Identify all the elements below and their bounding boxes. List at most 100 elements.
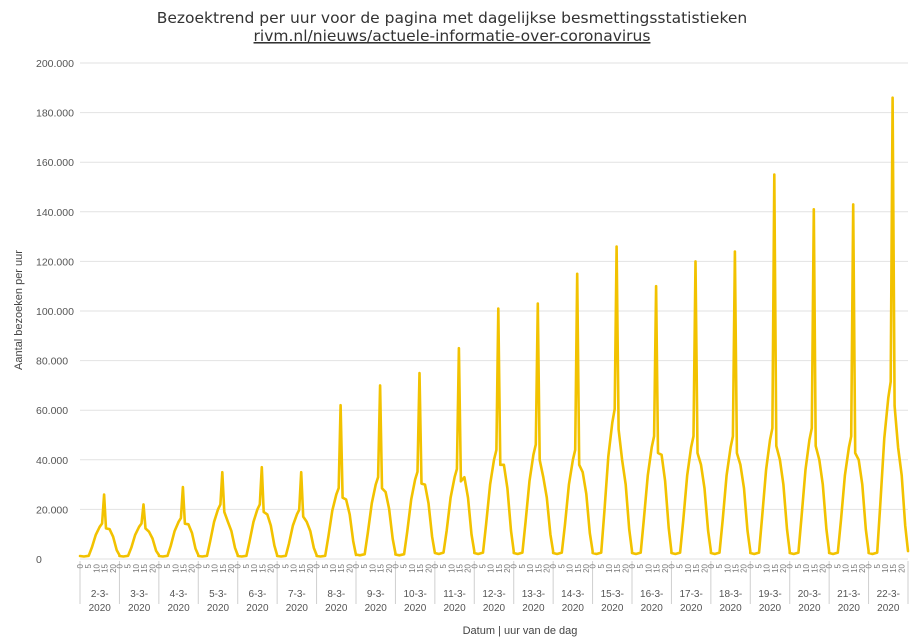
y-tick-label: 40.000 <box>36 455 68 467</box>
x-tick-label-date: 17-3- <box>679 589 702 600</box>
hour-tick-label: 10 <box>842 563 851 572</box>
hour-tick-label: 5 <box>636 563 645 568</box>
x-tick-label-year: 2020 <box>641 603 664 614</box>
hour-tick-label: 10 <box>211 563 220 572</box>
hour-tick-label: 5 <box>755 563 764 568</box>
hour-tick-label: 10 <box>408 563 417 572</box>
hour-tick-label: 15 <box>810 563 819 572</box>
y-tick-label: 0 <box>36 554 42 566</box>
chart-subtitle: rivm.nl/nieuws/actuele-informatie-over-c… <box>254 27 651 45</box>
hour-tick-label: 0 <box>865 563 874 568</box>
x-tick-label-year: 2020 <box>404 603 427 614</box>
hour-tick-label: 15 <box>416 563 425 572</box>
hour-tick-label: 5 <box>124 563 133 568</box>
x-tick-label-date: 12-3- <box>482 589 505 600</box>
x-tick-label-year: 2020 <box>89 603 112 614</box>
chart-title: Bezoektrend per uur voor de pagina met d… <box>157 9 748 27</box>
hour-tick-label: 0 <box>667 563 676 568</box>
hour-tick-label: 0 <box>470 563 479 568</box>
hour-tick-label: 0 <box>431 563 440 568</box>
hour-tick-label: 5 <box>873 563 882 568</box>
hour-tick-label: 5 <box>676 563 685 568</box>
hour-tick-label: 5 <box>360 563 369 568</box>
x-tick-label-year: 2020 <box>759 603 782 614</box>
hour-tick-label: 15 <box>889 563 898 572</box>
x-tick-label-date: 20-3- <box>798 589 821 600</box>
hour-tick-label: 15 <box>101 563 110 572</box>
hour-tick-label: 10 <box>368 563 377 572</box>
hour-tick-label: 15 <box>456 563 465 572</box>
hour-tick-label: 5 <box>439 563 448 568</box>
hour-tick-label: 5 <box>794 563 803 568</box>
hour-tick-label: 0 <box>825 563 834 568</box>
x-tick-label-date: 10-3- <box>403 589 426 600</box>
x-tick-label-year: 2020 <box>522 603 545 614</box>
hour-tick-label: 20 <box>543 563 552 572</box>
hour-tick-label: 0 <box>786 563 795 568</box>
x-tick-label-year: 2020 <box>325 603 348 614</box>
hour-tick-label: 15 <box>140 563 149 572</box>
hour-tick-label: 15 <box>258 563 267 572</box>
hour-tick-label: 10 <box>329 563 338 572</box>
x-tick-label-year: 2020 <box>877 603 900 614</box>
x-tick-label-year: 2020 <box>128 603 151 614</box>
hour-tick-label: 5 <box>715 563 724 568</box>
hour-tick-label: 0 <box>746 563 755 568</box>
x-tick-label-date: 6-3- <box>249 589 267 600</box>
hour-tick-label: 15 <box>732 563 741 572</box>
x-tick-label-year: 2020 <box>246 603 269 614</box>
hour-tick-label: 15 <box>298 563 307 572</box>
hour-tick-label: 0 <box>115 563 124 568</box>
hour-tick-label: 0 <box>707 563 716 568</box>
y-tick-label: 100.000 <box>36 306 74 318</box>
y-tick-label: 120.000 <box>36 256 74 268</box>
x-axis-label: Datum | uur van de dag <box>463 625 578 637</box>
hour-tick-label: 0 <box>155 563 164 568</box>
hour-tick-label: 0 <box>234 563 243 568</box>
hour-tick-label: 10 <box>605 563 614 572</box>
hour-tick-label: 5 <box>242 563 251 568</box>
hour-tick-label: 5 <box>479 563 488 568</box>
hour-tick-label: 20 <box>661 563 670 572</box>
hour-tick-label: 20 <box>621 563 630 572</box>
x-tick-label-year: 2020 <box>680 603 703 614</box>
hour-tick-label: 5 <box>84 563 93 568</box>
hour-tick-label: 20 <box>700 563 709 572</box>
hour-tick-label: 10 <box>92 563 101 572</box>
x-tick-label-year: 2020 <box>443 603 466 614</box>
hour-tick-label: 20 <box>740 563 749 572</box>
x-tick-label-date: 21-3- <box>837 589 860 600</box>
hour-tick-label: 20 <box>267 563 276 572</box>
y-axis-label: Aantal bezoeken per uur <box>13 250 25 370</box>
hour-tick-label: 0 <box>510 563 519 568</box>
hour-tick-label: 10 <box>566 563 575 572</box>
hour-tick-label: 0 <box>273 563 282 568</box>
x-tick-label-date: 7-3- <box>288 589 306 600</box>
hour-tick-label: 15 <box>613 563 622 572</box>
hour-tick-label: 20 <box>464 563 473 572</box>
hour-tick-label: 10 <box>644 563 653 572</box>
hour-tick-label: 20 <box>858 563 867 572</box>
x-tick-label-year: 2020 <box>286 603 309 614</box>
hour-tick-label: 5 <box>163 563 172 568</box>
x-tick-label-year: 2020 <box>562 603 585 614</box>
hour-tick-label: 10 <box>881 563 890 572</box>
hour-tick-label: 20 <box>385 563 394 572</box>
y-tick-label: 200.000 <box>36 58 74 70</box>
x-tick-label-date: 13-3- <box>522 589 545 600</box>
x-tick-label-year: 2020 <box>719 603 742 614</box>
hour-tick-label: 15 <box>574 563 583 572</box>
hour-tick-label: 20 <box>148 563 157 572</box>
x-tick-label-year: 2020 <box>601 603 624 614</box>
hour-tick-label: 5 <box>518 563 527 568</box>
x-tick-label-date: 3-3- <box>130 589 148 600</box>
hour-tick-label: 15 <box>337 563 346 572</box>
hour-tick-label: 5 <box>833 563 842 568</box>
hour-tick-label: 10 <box>802 563 811 572</box>
hour-tick-label: 0 <box>549 563 558 568</box>
hour-tick-label: 10 <box>526 563 535 572</box>
x-tick-label-year: 2020 <box>365 603 388 614</box>
hour-tick-label: 20 <box>109 563 118 572</box>
hour-tick-label: 20 <box>819 563 828 572</box>
